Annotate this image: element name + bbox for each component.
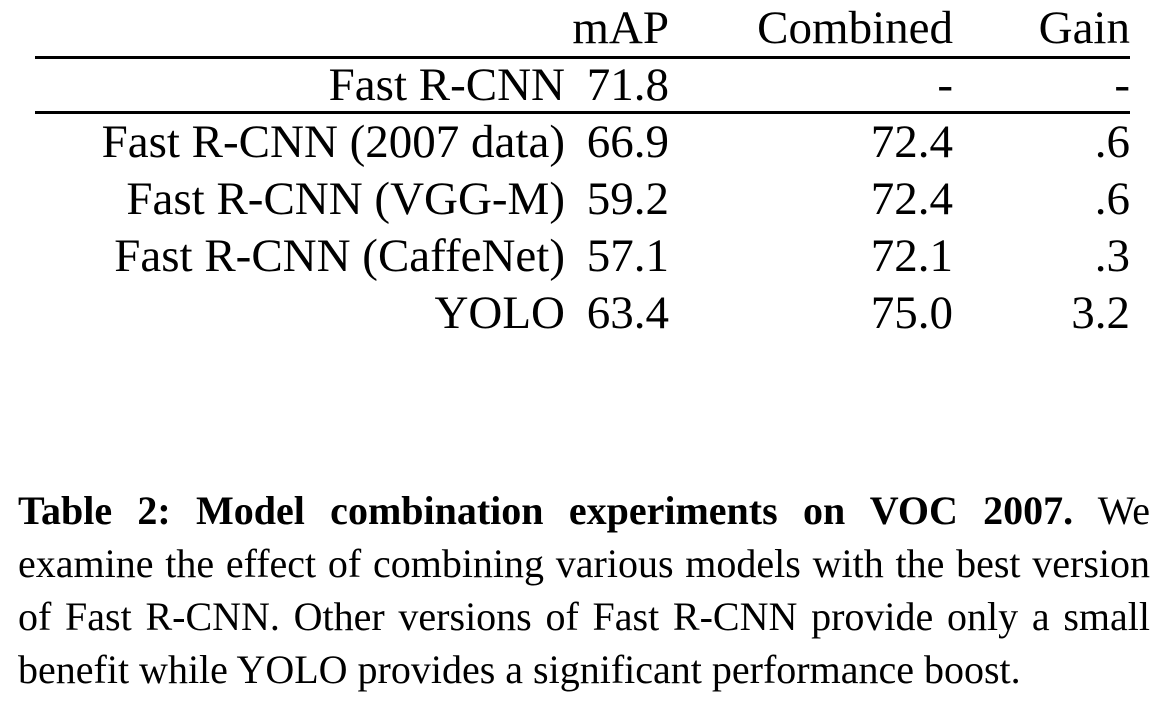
cell-map: 66.9	[586, 116, 669, 168]
cell-map: 59.2	[586, 173, 669, 225]
cell-combined: 72.4	[870, 173, 953, 225]
cell-model-name: Fast R-CNN (2007 data)	[101, 116, 565, 168]
cell-model-name: Fast R-CNN	[35, 57, 565, 114]
header-map: mAP	[565, 0, 669, 59]
cell-gain: -	[953, 57, 1130, 114]
cell-gain: .3	[1094, 230, 1130, 282]
cell-model-name: YOLO	[434, 287, 565, 339]
header-combined: Combined	[669, 0, 953, 59]
model-combination-table: mAP Combined Gain Fast R-CNN 71.8 - - Fa…	[35, 0, 1130, 342]
header-model-spacer	[35, 0, 565, 59]
cell-combined: -	[669, 57, 953, 114]
cell-model-name: Fast R-CNN (CaffeNet)	[114, 230, 565, 282]
cell-gain: .6	[1094, 116, 1130, 168]
cell-map: 71.8	[565, 57, 669, 114]
table-row: Fast R-CNN (CaffeNet) 57.1 72.1 .3	[35, 228, 1130, 285]
cell-gain: 3.2	[1071, 287, 1130, 339]
caption-body: We examine the effect of combining vario…	[18, 488, 1150, 692]
table-caption: Table 2: Model combination experiments o…	[18, 484, 1150, 696]
cell-map: 57.1	[586, 230, 669, 282]
cell-combined: 75.0	[870, 287, 953, 339]
table-row: Fast R-CNN (VGG-M) 59.2 72.4 .6	[35, 171, 1130, 228]
cell-model-name: Fast R-CNN (VGG-M)	[126, 173, 565, 225]
caption-title: Model combination experiments on VOC 200…	[196, 488, 1074, 533]
cell-map: 63.4	[586, 287, 669, 339]
cell-gain: .6	[1094, 173, 1130, 225]
table-row: YOLO 63.4 75.0 3.2	[35, 285, 1130, 342]
cell-combined: 72.1	[870, 230, 953, 282]
table-row: Fast R-CNN 71.8 - -	[35, 57, 1130, 114]
header-gain: Gain	[953, 0, 1130, 59]
caption-label: Table 2:	[18, 488, 171, 533]
table-header: mAP Combined Gain	[35, 0, 1130, 59]
table-row: Fast R-CNN (2007 data) 66.9 72.4 .6	[35, 113, 1130, 172]
table-body: Fast R-CNN 71.8 - - Fast R-CNN (2007 dat…	[35, 57, 1130, 343]
cell-combined: 72.4	[870, 116, 953, 168]
header-row: mAP Combined Gain	[35, 0, 1130, 59]
